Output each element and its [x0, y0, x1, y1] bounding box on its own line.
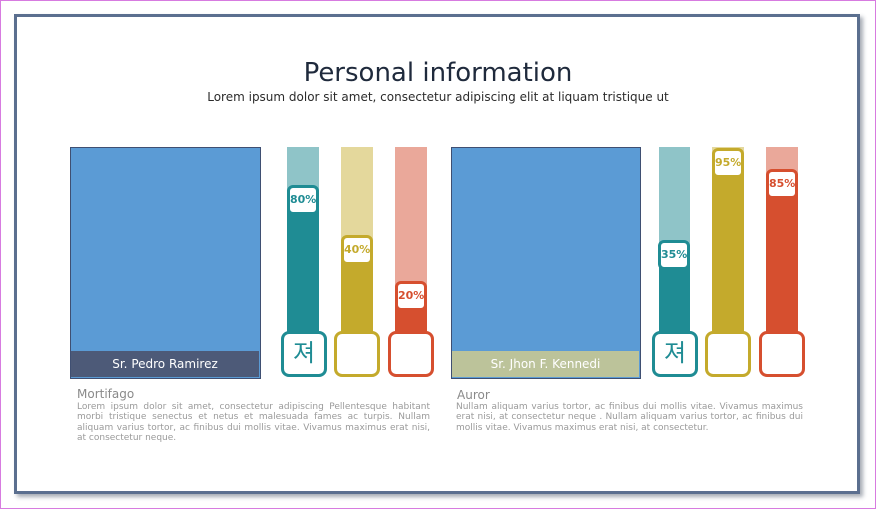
percent-badge: 40%	[341, 235, 373, 265]
percent-badge: 85%	[766, 169, 798, 199]
profile-description: Lorem ipsum dolor sit amet, consectetur …	[77, 402, 430, 444]
skill-bar-fill	[341, 250, 373, 347]
skill-bar-fill	[287, 200, 319, 347]
percent-badge: 95%	[712, 148, 744, 178]
skill-bar-fill	[766, 184, 798, 347]
empty-icon-box	[759, 331, 805, 377]
hangul-icon: 져	[281, 331, 327, 377]
page-subtitle: Lorem ipsum dolor sit amet, consectetur …	[207, 90, 669, 104]
percent-badge: 35%	[658, 240, 690, 270]
skill-bar-fill	[712, 163, 744, 347]
empty-icon-box	[388, 331, 434, 377]
empty-icon-box	[705, 331, 751, 377]
profile-photo	[451, 147, 641, 379]
profile-description: Nullam aliquam varius tortor, ac finibus…	[456, 402, 803, 433]
percent-badge: 80%	[287, 185, 319, 215]
profile-name: Sr. Jhon F. Kennedi	[452, 351, 639, 377]
profile-photo	[70, 147, 261, 379]
profile-role: Auror	[457, 388, 490, 402]
hangul-icon: 져	[652, 331, 698, 377]
profile-name: Sr. Pedro Ramirez	[71, 351, 259, 377]
page-title: Personal information	[303, 58, 573, 88]
profile-role: Mortifago	[77, 387, 135, 401]
percent-badge: 20%	[395, 281, 427, 311]
empty-icon-box	[334, 331, 380, 377]
